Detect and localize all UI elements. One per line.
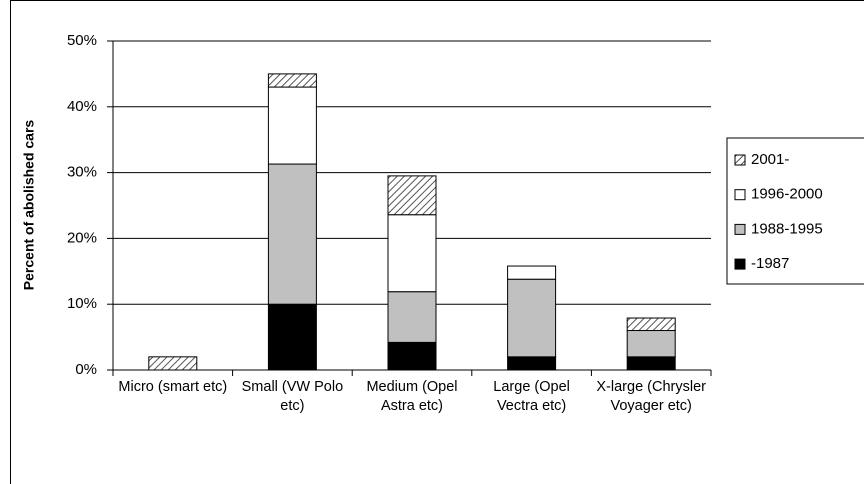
bar-segment (507, 265, 557, 280)
bar-segment (387, 214, 437, 293)
legend-box (726, 137, 864, 285)
x-tick-label: Medium (Opel Astra etc) (366, 379, 458, 414)
legend-label: -1987 (751, 255, 789, 272)
y-tick-label: 30% (67, 164, 97, 181)
x-tick-label: Micro (smart etc) (118, 379, 228, 395)
legend-label: 1996-2000 (751, 186, 823, 203)
legend-label: 2001- (751, 151, 789, 168)
legend-label: 1988-1995 (751, 220, 823, 237)
legend-swatch (734, 189, 746, 201)
bar-segment (387, 291, 437, 343)
y-tick-label: 50% (67, 32, 97, 49)
bar-segment (148, 356, 198, 371)
x-tick-label: Large (Opel Vectra etc) (493, 379, 570, 414)
y-tick-label: 40% (67, 98, 97, 115)
y-tick-label: 0% (75, 361, 97, 378)
bar-segment (626, 317, 676, 332)
y-axis-label: Percent of abolished cars (21, 120, 37, 291)
bar-segment (626, 330, 676, 358)
bar-segment (267, 86, 317, 165)
legend-swatch (734, 154, 746, 166)
bar-segment (267, 163, 317, 305)
bar-segment (507, 356, 557, 371)
bar-segment (626, 356, 676, 371)
x-tick-label: Small (VW Polo etc) (241, 379, 344, 414)
legend-swatch (734, 258, 746, 270)
bar-segment (267, 73, 317, 88)
bar-segment (267, 303, 317, 371)
bar-segment (387, 175, 437, 216)
x-tick-label: X-large (Chrysler Voyager etc) (596, 379, 706, 414)
bar-segment (507, 278, 557, 358)
bar-segment (387, 341, 437, 371)
legend-swatch (734, 223, 746, 235)
y-tick-label: 20% (67, 229, 97, 246)
frame (10, 0, 864, 484)
y-tick-label: 10% (67, 295, 97, 312)
